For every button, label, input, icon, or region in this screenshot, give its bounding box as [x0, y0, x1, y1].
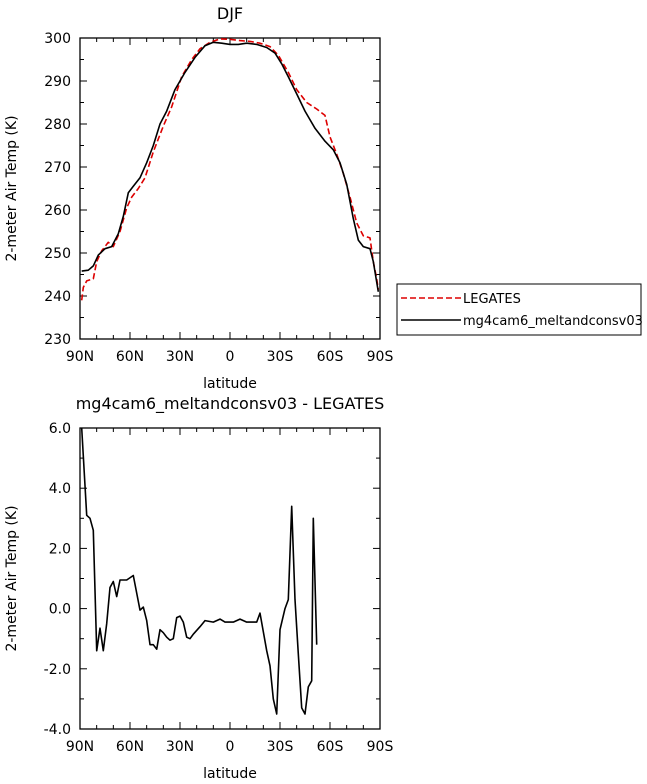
- x-tick-label: 0: [226, 739, 235, 755]
- y-tick-label: 270: [44, 160, 71, 176]
- x-tick-label: 30N: [166, 349, 194, 365]
- y-tick-label: 6.0: [49, 421, 71, 437]
- series-line-2: [81, 41, 380, 292]
- chart-panel-1: DJF 90N 60N 30N 0 30S 60S 90S 230 240 250 260 270 280…: [4, 4, 643, 392]
- legend-label: LEGATES: [463, 292, 521, 307]
- y-tick-label: 300: [44, 31, 71, 47]
- series-line-1: [80, 427, 318, 715]
- y-axis-label: 2-meter Air Temp (K): [4, 505, 20, 651]
- chart-panel-2: mg4cam6_meltandconsv03 - LEGATES 90N 60N 30…: [4, 394, 393, 782]
- legend: LEGATES mg4cam6_meltandconsv03: [396, 283, 643, 336]
- plot-frame: [79, 37, 381, 340]
- y-tick-label: 4.0: [49, 481, 71, 497]
- y-axis-label: 2-meter Air Temp (K): [4, 115, 20, 261]
- x-tick-label: 30S: [267, 349, 294, 365]
- x-tick-label: 30S: [267, 739, 294, 755]
- x-axis-label: latitude: [203, 766, 257, 782]
- x-tick-label: 30N: [166, 739, 194, 755]
- x-tick-label: 60N: [116, 739, 144, 755]
- x-tick-label: 60S: [317, 739, 344, 755]
- series-line-1: [80, 38, 380, 301]
- y-tick-label: 240: [44, 289, 71, 305]
- x-tick-label: 90N: [66, 349, 94, 365]
- x-tick-label: 90S: [367, 739, 394, 755]
- y-tick-label: 2.0: [49, 541, 71, 557]
- chart-title: mg4cam6_meltandconsv03 - LEGATES: [76, 394, 385, 414]
- y-tick-label: -4.0: [44, 722, 71, 738]
- y-tick-label: 280: [44, 117, 71, 133]
- y-tick-label: 290: [44, 74, 71, 90]
- x-tick-label: 60S: [317, 349, 344, 365]
- y-tick-label: 230: [44, 332, 71, 348]
- y-tick-label: 260: [44, 203, 71, 219]
- x-tick-label: 90S: [367, 349, 394, 365]
- x-tick-label: 60N: [116, 349, 144, 365]
- y-tick-label: 0.0: [49, 602, 71, 618]
- legend-label: mg4cam6_meltandconsv03: [463, 314, 643, 329]
- x-tick-label: 0: [226, 349, 235, 365]
- x-axis-label: latitude: [203, 376, 257, 392]
- x-tick-label: 90N: [66, 739, 94, 755]
- y-tick-label: 250: [44, 246, 71, 262]
- chart-title: DJF: [217, 4, 243, 23]
- legend-box: [396, 283, 642, 336]
- plot-frame: [79, 427, 381, 730]
- y-tick-label: -2.0: [44, 662, 71, 678]
